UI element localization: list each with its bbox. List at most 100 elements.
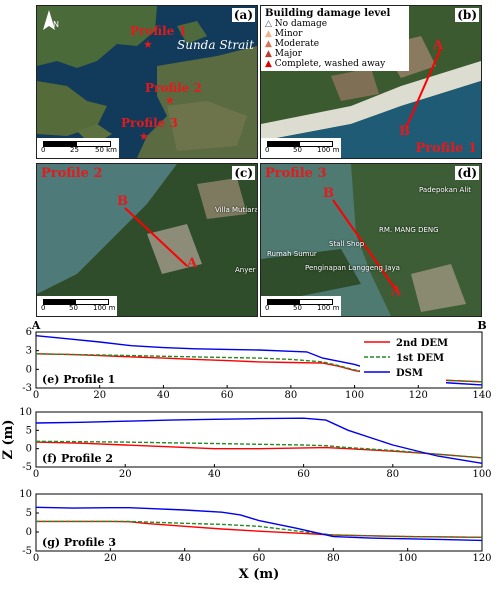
series-line-2nd-dem xyxy=(35,441,483,459)
x-axis-label: X (m) xyxy=(239,567,280,582)
legend-item-no-damage: △ No damage xyxy=(265,19,328,29)
triangle-icon: ▲ xyxy=(265,39,272,49)
series-line-dsm xyxy=(35,417,483,464)
y-tick-label: 3 xyxy=(26,346,32,357)
series-line-1st-dem xyxy=(36,520,483,538)
triangle-icon: △ xyxy=(265,19,272,29)
series-line-dsm xyxy=(35,506,483,542)
star-marker-1: ★ xyxy=(143,38,153,51)
y-tick-label: 5 xyxy=(26,508,32,519)
profile-end-left: A xyxy=(31,319,41,332)
legend-title: Building damage level xyxy=(265,8,391,19)
endpoint-a-d: A xyxy=(391,284,402,299)
panel-title-c: Profile 2 xyxy=(41,166,103,181)
y-tick-label: 0 xyxy=(26,444,32,455)
plot-frame-2 xyxy=(35,493,483,552)
legend-label-0: 2nd DEM xyxy=(396,338,448,349)
map-panel-d: (d) Profile 3 B A Padepokan Alit RM. MAN… xyxy=(260,163,482,317)
profile-end-right: B xyxy=(477,319,486,332)
panel-label-chart: (f) Profile 2 xyxy=(42,452,113,465)
map-c-imagery xyxy=(37,164,257,316)
scalebar-c: 0 50 100 m xyxy=(37,296,117,316)
x-tick-label: 100 xyxy=(472,469,491,480)
x-tick-label: 80 xyxy=(386,469,399,480)
y-tick-label: 6 xyxy=(26,327,32,338)
legend-label-2: DSM xyxy=(396,368,423,379)
panel-label-chart: (g) Profile 3 xyxy=(42,536,116,549)
panel-title-b: Profile 1 xyxy=(415,141,477,156)
x-tick-label: 60 xyxy=(297,469,310,480)
x-tick-label: 80 xyxy=(284,390,297,401)
y-tick-label: 10 xyxy=(19,407,32,418)
x-tick-label: 20 xyxy=(93,390,106,401)
y-tick-label: 10 xyxy=(19,489,32,500)
x-tick-label: 0 xyxy=(33,469,39,480)
legend-item-complete: ▲ Complete, washed away xyxy=(265,59,386,69)
x-tick-label: 0 xyxy=(33,390,39,401)
north-label: N xyxy=(53,20,59,29)
x-tick-label: 40 xyxy=(208,469,221,480)
y-tick-label: 0 xyxy=(26,527,32,538)
place-padepokan: Padepokan Alit xyxy=(419,186,471,194)
x-tick-label: 60 xyxy=(253,553,266,564)
place-rumah-sumur: Rumah Sumur xyxy=(267,250,317,258)
endpoint-a-c: A xyxy=(187,256,198,271)
x-tick-label: 20 xyxy=(104,553,117,564)
star-marker-3: ★ xyxy=(139,130,149,143)
panel-label-c: (c) xyxy=(232,166,255,180)
triangle-icon: ▲ xyxy=(265,59,272,69)
legend-item-minor: ▲ Minor xyxy=(265,29,303,39)
x-tick-label: 0 xyxy=(33,553,39,564)
y-tick-label: 5 xyxy=(26,425,32,436)
endpoint-b-b: B xyxy=(399,124,410,139)
place-profile-3: Profile 3 xyxy=(121,116,178,130)
triangle-icon: ▲ xyxy=(265,49,272,59)
panel-label-a: (a) xyxy=(231,8,255,22)
chart-legend-box xyxy=(360,336,446,384)
map-panel-c: (c) Profile 2 B A Villa Mutiara Anyer 0 … xyxy=(36,163,258,317)
place-anyer: Anyer xyxy=(235,266,256,274)
x-tick-label: 60 xyxy=(221,390,234,401)
y-tick-label: -3 xyxy=(22,383,32,394)
panel-label-d: (d) xyxy=(455,166,479,180)
place-stall-shop: Stall Shop xyxy=(329,240,365,248)
x-tick-label: 120 xyxy=(409,390,428,401)
place-mang-deng: RM. MANG DENG xyxy=(379,226,439,234)
x-tick-label: 40 xyxy=(178,553,191,564)
legend-label-1: 1st DEM xyxy=(396,353,444,364)
series-line-1st-dem xyxy=(35,440,483,459)
x-tick-label: 100 xyxy=(398,553,417,564)
x-tick-label: 40 xyxy=(157,390,170,401)
place-penginapan: Penginapan Langgeng Jaya xyxy=(305,264,400,272)
place-profile-1: Profile 1 xyxy=(130,24,187,38)
x-tick-label: 140 xyxy=(472,390,491,401)
endpoint-b-c: B xyxy=(117,194,128,209)
endpoint-b-d: B xyxy=(323,186,334,201)
strait-label: Sunda Strait xyxy=(177,38,254,52)
y-axis-label: Z (m) xyxy=(1,419,16,459)
star-marker-2: ★ xyxy=(165,94,175,107)
scalebar-a: 0 25 50 km xyxy=(37,138,119,158)
map-panel-a: N (a) Profile 1 ★ Profile 2 ★ Profile 3 … xyxy=(36,5,258,159)
scalebar-d: 0 50 100 m xyxy=(261,296,341,316)
triangle-icon: ▲ xyxy=(265,29,272,39)
map-panel-b: Building damage level △ No damage ▲ Mino… xyxy=(260,5,482,159)
panel-label-chart: (e) Profile 1 xyxy=(42,373,115,386)
y-tick-label: 0 xyxy=(26,364,32,375)
damage-legend: Building damage level △ No damage ▲ Mino… xyxy=(261,6,409,71)
scalebar-b: 0 50 100 m xyxy=(261,138,341,158)
y-tick-label: -5 xyxy=(22,462,32,473)
x-tick-label: 120 xyxy=(472,553,491,564)
map-a-imagery xyxy=(37,6,257,158)
x-tick-label: 20 xyxy=(119,469,132,480)
north-arrow-icon xyxy=(43,10,55,30)
place-profile-2: Profile 2 xyxy=(145,81,202,95)
endpoint-a-b: A xyxy=(433,38,444,53)
place-villa: Villa Mutiara xyxy=(215,206,258,214)
legend-item-moderate: ▲ Moderate xyxy=(265,39,320,49)
north-arrow: N xyxy=(41,10,59,36)
y-tick-label: -5 xyxy=(22,546,32,557)
legend-item-major: ▲ Major xyxy=(265,49,302,59)
panel-label-b: (b) xyxy=(455,8,479,22)
